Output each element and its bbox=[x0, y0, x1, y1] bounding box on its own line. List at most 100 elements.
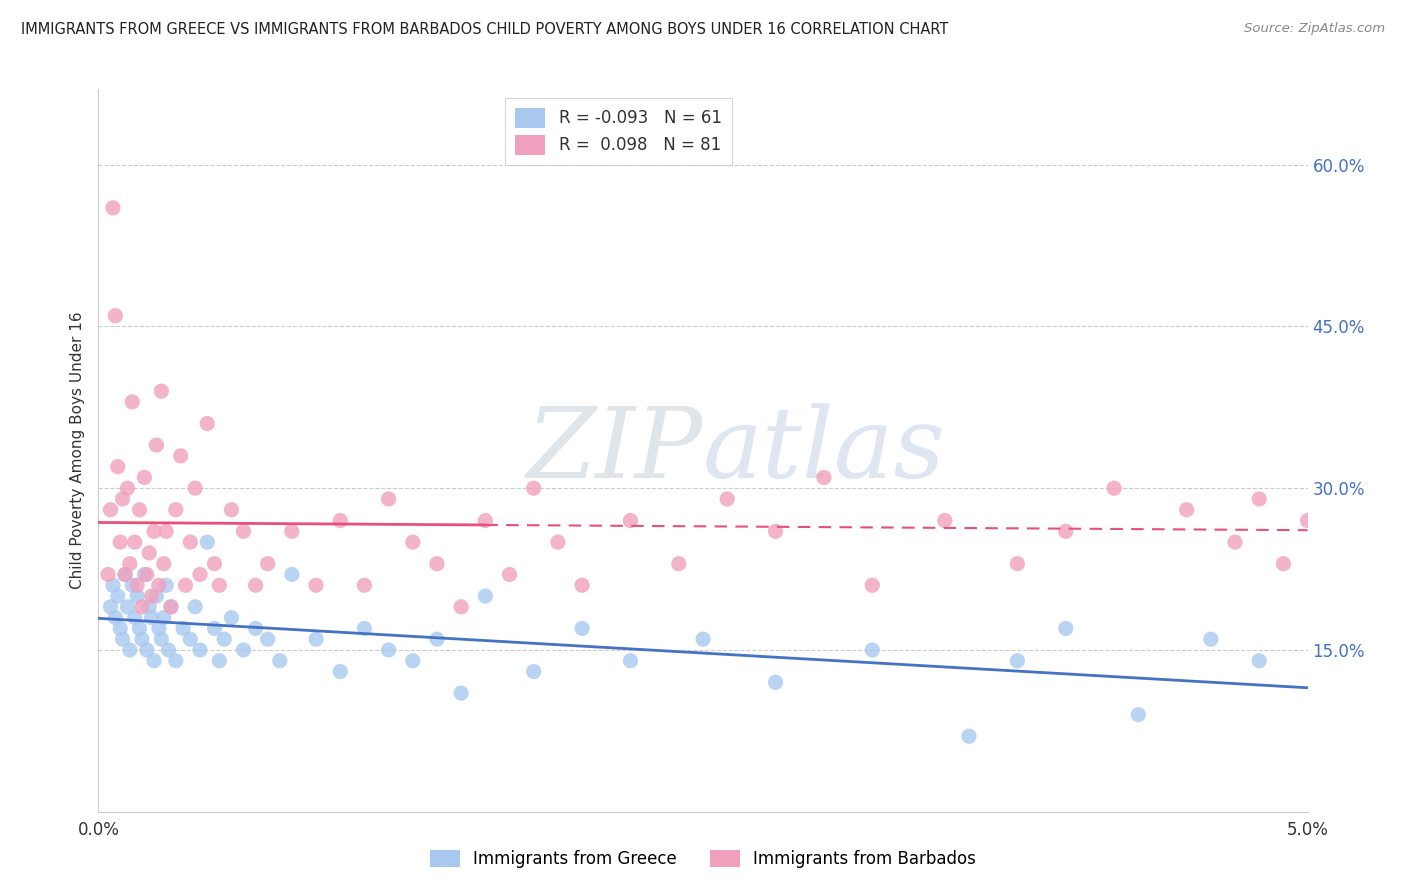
Point bbox=[127, 589, 149, 603]
Y-axis label: Child Poverty Among Boys Under 16: Child Poverty Among Boys Under 16 bbox=[69, 311, 84, 590]
Point bbox=[138, 599, 160, 614]
Point bbox=[118, 643, 141, 657]
Point bbox=[117, 481, 139, 495]
Point bbox=[402, 535, 425, 549]
Point bbox=[141, 589, 163, 603]
Point bbox=[1054, 621, 1077, 635]
Point bbox=[143, 524, 166, 539]
Point bbox=[111, 632, 134, 647]
Point bbox=[131, 632, 153, 647]
Point bbox=[1249, 491, 1271, 506]
Point bbox=[765, 675, 787, 690]
Text: Source: ZipAtlas.com: Source: ZipAtlas.com bbox=[1244, 22, 1385, 36]
Point bbox=[426, 632, 449, 647]
Point bbox=[1393, 557, 1406, 571]
Point bbox=[402, 654, 425, 668]
Legend: Immigrants from Greece, Immigrants from Barbados: Immigrants from Greece, Immigrants from … bbox=[423, 843, 983, 875]
Point bbox=[860, 578, 883, 592]
Point bbox=[150, 632, 173, 647]
Point bbox=[208, 654, 231, 668]
Point bbox=[1054, 524, 1077, 539]
Point bbox=[134, 567, 156, 582]
Point bbox=[212, 632, 235, 647]
Point bbox=[114, 567, 136, 582]
Point bbox=[765, 524, 787, 539]
Point bbox=[305, 578, 328, 592]
Point bbox=[100, 502, 122, 516]
Point bbox=[1272, 557, 1295, 571]
Point bbox=[377, 491, 399, 506]
Point bbox=[329, 665, 352, 679]
Point bbox=[138, 546, 160, 560]
Point bbox=[281, 524, 304, 539]
Text: ZIP: ZIP bbox=[527, 403, 703, 498]
Point bbox=[232, 643, 254, 657]
Point bbox=[111, 491, 134, 506]
Point bbox=[221, 610, 243, 624]
Point bbox=[155, 578, 177, 592]
Point bbox=[245, 578, 267, 592]
Point bbox=[269, 654, 291, 668]
Point bbox=[104, 610, 127, 624]
Point bbox=[195, 535, 218, 549]
Point bbox=[169, 449, 191, 463]
Point bbox=[121, 395, 143, 409]
Point bbox=[547, 535, 569, 549]
Point bbox=[184, 599, 207, 614]
Point bbox=[692, 632, 714, 647]
Point bbox=[108, 535, 131, 549]
Point bbox=[128, 621, 150, 635]
Point bbox=[118, 557, 141, 571]
Point bbox=[619, 654, 641, 668]
Point bbox=[134, 470, 156, 484]
Point bbox=[104, 309, 127, 323]
Point bbox=[145, 438, 167, 452]
Point bbox=[124, 535, 146, 549]
Point bbox=[179, 632, 201, 647]
Point bbox=[165, 502, 187, 516]
Point bbox=[450, 686, 472, 700]
Point bbox=[97, 567, 120, 582]
Point bbox=[107, 459, 129, 474]
Point bbox=[281, 567, 304, 582]
Point bbox=[523, 481, 546, 495]
Point bbox=[450, 599, 472, 614]
Point bbox=[256, 632, 278, 647]
Point bbox=[179, 535, 201, 549]
Point bbox=[117, 599, 139, 614]
Point bbox=[1175, 502, 1198, 516]
Point bbox=[813, 470, 835, 484]
Point bbox=[716, 491, 738, 506]
Point bbox=[188, 643, 211, 657]
Point bbox=[145, 589, 167, 603]
Point bbox=[523, 665, 546, 679]
Point bbox=[127, 578, 149, 592]
Point bbox=[188, 567, 211, 582]
Point bbox=[377, 643, 399, 657]
Point bbox=[232, 524, 254, 539]
Point bbox=[152, 557, 174, 571]
Point bbox=[108, 621, 131, 635]
Point bbox=[474, 514, 496, 528]
Point bbox=[957, 729, 980, 743]
Point bbox=[1007, 557, 1029, 571]
Point bbox=[101, 578, 124, 592]
Point bbox=[143, 654, 166, 668]
Point bbox=[1320, 481, 1343, 495]
Point bbox=[121, 578, 143, 592]
Point bbox=[195, 417, 218, 431]
Point bbox=[114, 567, 136, 582]
Point bbox=[107, 589, 129, 603]
Text: IMMIGRANTS FROM GREECE VS IMMIGRANTS FROM BARBADOS CHILD POVERTY AMONG BOYS UNDE: IMMIGRANTS FROM GREECE VS IMMIGRANTS FRO… bbox=[21, 22, 949, 37]
Point bbox=[135, 567, 157, 582]
Point bbox=[221, 502, 243, 516]
Point bbox=[256, 557, 278, 571]
Point bbox=[160, 599, 183, 614]
Point bbox=[174, 578, 197, 592]
Point bbox=[124, 610, 146, 624]
Point bbox=[305, 632, 328, 647]
Point bbox=[571, 578, 593, 592]
Point bbox=[934, 514, 956, 528]
Point bbox=[101, 201, 124, 215]
Point bbox=[160, 599, 183, 614]
